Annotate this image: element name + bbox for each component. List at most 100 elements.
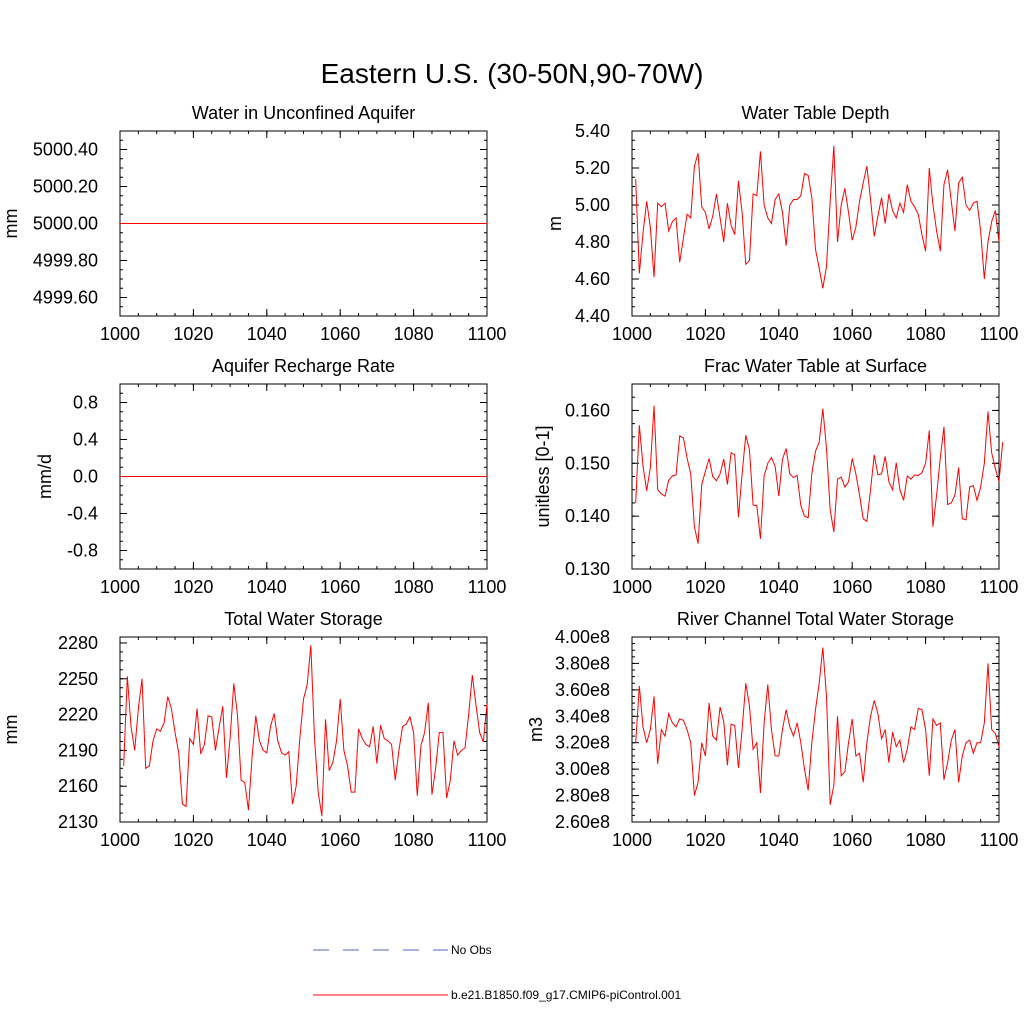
chart-panel-6: River Channel Total Water Storage 1000 102… <box>526 609 1018 850</box>
y-tick-label: 4.60 <box>575 269 610 289</box>
x-tick-label: 1020 <box>685 830 725 850</box>
x-tick-label: 1040 <box>247 577 287 597</box>
x-tick-label: 1060 <box>320 830 360 850</box>
x-tick-label: 1060 <box>832 830 872 850</box>
y-tick-label: 4999.60 <box>33 288 98 308</box>
y-tick-label: 4999.80 <box>33 251 98 271</box>
y-tick-label: 2220 <box>58 705 98 725</box>
legend-label-model: b.e21.B1850.f09_g17.CMIP6-piControl.001 <box>451 988 681 1002</box>
x-tick-label: 1020 <box>173 830 213 850</box>
panel-title: Total Water Storage <box>224 609 382 629</box>
x-tick-label: 1000 <box>612 830 652 850</box>
y-tick-label: 0.160 <box>565 400 610 420</box>
x-tick-label: 1000 <box>100 324 140 344</box>
x-tick-label: 1100 <box>468 577 507 597</box>
x-tick-label: 1040 <box>759 830 799 850</box>
y-tick-label: 2160 <box>58 776 98 796</box>
chart-panel-1: Water in Unconfined Aquifer 1000 1020 1040 1… <box>1 103 506 344</box>
y-tick-label: 2130 <box>58 812 98 832</box>
x-tick-label: 1000 <box>100 577 140 597</box>
y-tick-label: 0.150 <box>565 453 610 473</box>
y-tick-label: 3.20e8 <box>555 733 610 753</box>
x-tick-label: 1020 <box>173 324 213 344</box>
x-tick-label: 1000 <box>100 830 140 850</box>
y-tick-label: 3.80e8 <box>555 653 610 673</box>
panel-title: Frac Water Table at Surface <box>704 356 927 376</box>
x-tick-label: 1080 <box>394 577 434 597</box>
x-tick-label: 1020 <box>685 324 725 344</box>
x-tick-label: 1100 <box>980 577 1019 597</box>
y-tick-label: -0.4 <box>67 504 98 524</box>
y-tick-label: 5000.40 <box>33 140 98 160</box>
x-tick-label: 1020 <box>685 577 725 597</box>
panel-title: Aquifer Recharge Rate <box>212 356 395 376</box>
y-tick-label: 4.00e8 <box>555 627 610 647</box>
y-axis-label: m3 <box>526 717 546 742</box>
series-line <box>635 647 1000 805</box>
y-axis-label: mm/d <box>35 454 55 499</box>
x-tick-label: 1040 <box>759 577 799 597</box>
x-tick-label: 1060 <box>320 577 360 597</box>
y-axis-label: mm <box>1 209 21 239</box>
y-tick-label: 0.140 <box>565 506 610 526</box>
x-tick-label: 1040 <box>759 324 799 344</box>
panel-title: River Channel Total Water Storage <box>677 609 954 629</box>
x-tick-label: 1080 <box>906 324 946 344</box>
y-axis-label: m <box>545 216 565 231</box>
x-tick-label: 1100 <box>980 324 1019 344</box>
x-tick-label: 1080 <box>394 830 434 850</box>
y-axis-label: mm <box>1 715 21 745</box>
y-tick-label: 5000.00 <box>33 214 98 234</box>
y-tick-label: 4.80 <box>575 232 610 252</box>
chart-panel-2: Water Table Depth 1000 1020 1040 1060 1080 110… <box>545 103 1018 344</box>
series-line <box>123 645 488 817</box>
chart-panel-5: Total Water Storage 1000 1020 1040 1060 1080 1… <box>1 609 506 850</box>
x-tick-label: 1040 <box>247 830 287 850</box>
series-line <box>635 405 1004 544</box>
y-tick-label: -0.8 <box>67 541 98 561</box>
x-tick-label: 1100 <box>980 830 1019 850</box>
y-tick-label: 5.20 <box>575 158 610 178</box>
panel-title: Water Table Depth <box>741 103 889 123</box>
y-tick-label: 2250 <box>58 669 98 689</box>
panel-title: Water in Unconfined Aquifer <box>192 103 415 123</box>
x-tick-label: 1020 <box>173 577 213 597</box>
x-tick-label: 1080 <box>906 830 946 850</box>
y-tick-label: 0.0 <box>73 467 98 487</box>
plot-frame <box>631 130 1000 317</box>
y-tick-label: 2.80e8 <box>555 786 610 806</box>
x-tick-label: 1080 <box>394 324 434 344</box>
x-tick-label: 1060 <box>832 324 872 344</box>
legend: No Obs b.e21.B1850.f09_g17.CMIP6-piContr… <box>313 943 681 1002</box>
legend-label-no-obs: No Obs <box>451 943 492 957</box>
y-tick-label: 2190 <box>58 740 98 760</box>
y-tick-label: 5.40 <box>575 121 610 141</box>
x-tick-label: 1080 <box>906 577 946 597</box>
series-line <box>635 145 1000 289</box>
chart-panel-4: Frac Water Table at Surface 1000 1020 1040 1… <box>533 356 1018 597</box>
x-tick-label: 1100 <box>468 830 507 850</box>
y-axis-label: unitless [0-1] <box>533 425 553 527</box>
y-tick-label: 2.60e8 <box>555 812 610 832</box>
x-tick-label: 1060 <box>832 577 872 597</box>
x-tick-label: 1040 <box>247 324 287 344</box>
x-tick-label: 1000 <box>612 324 652 344</box>
y-tick-label: 3.00e8 <box>555 759 610 779</box>
y-tick-label: 5000.20 <box>33 177 98 197</box>
chart-panel-3: Aquifer Recharge Rate 1000 1020 1040 1060 108… <box>35 356 506 597</box>
y-tick-label: 4.40 <box>575 306 610 326</box>
y-tick-label: 5.00 <box>575 195 610 215</box>
y-tick-label: 3.40e8 <box>555 706 610 726</box>
y-tick-label: 0.130 <box>565 559 610 579</box>
x-tick-label: 1060 <box>320 324 360 344</box>
x-tick-label: 1000 <box>612 577 652 597</box>
y-tick-label: 0.4 <box>73 430 98 450</box>
y-tick-label: 3.60e8 <box>555 680 610 700</box>
figure-title: Eastern U.S. (30-50N,90-70W) <box>321 58 704 89</box>
y-tick-label: 2280 <box>58 633 98 653</box>
x-tick-label: 1100 <box>468 324 507 344</box>
panels: Water in Unconfined Aquifer 1000 1020 1040 1… <box>1 103 1018 850</box>
y-tick-label: 0.8 <box>73 393 98 413</box>
plot-frame <box>631 383 1000 570</box>
